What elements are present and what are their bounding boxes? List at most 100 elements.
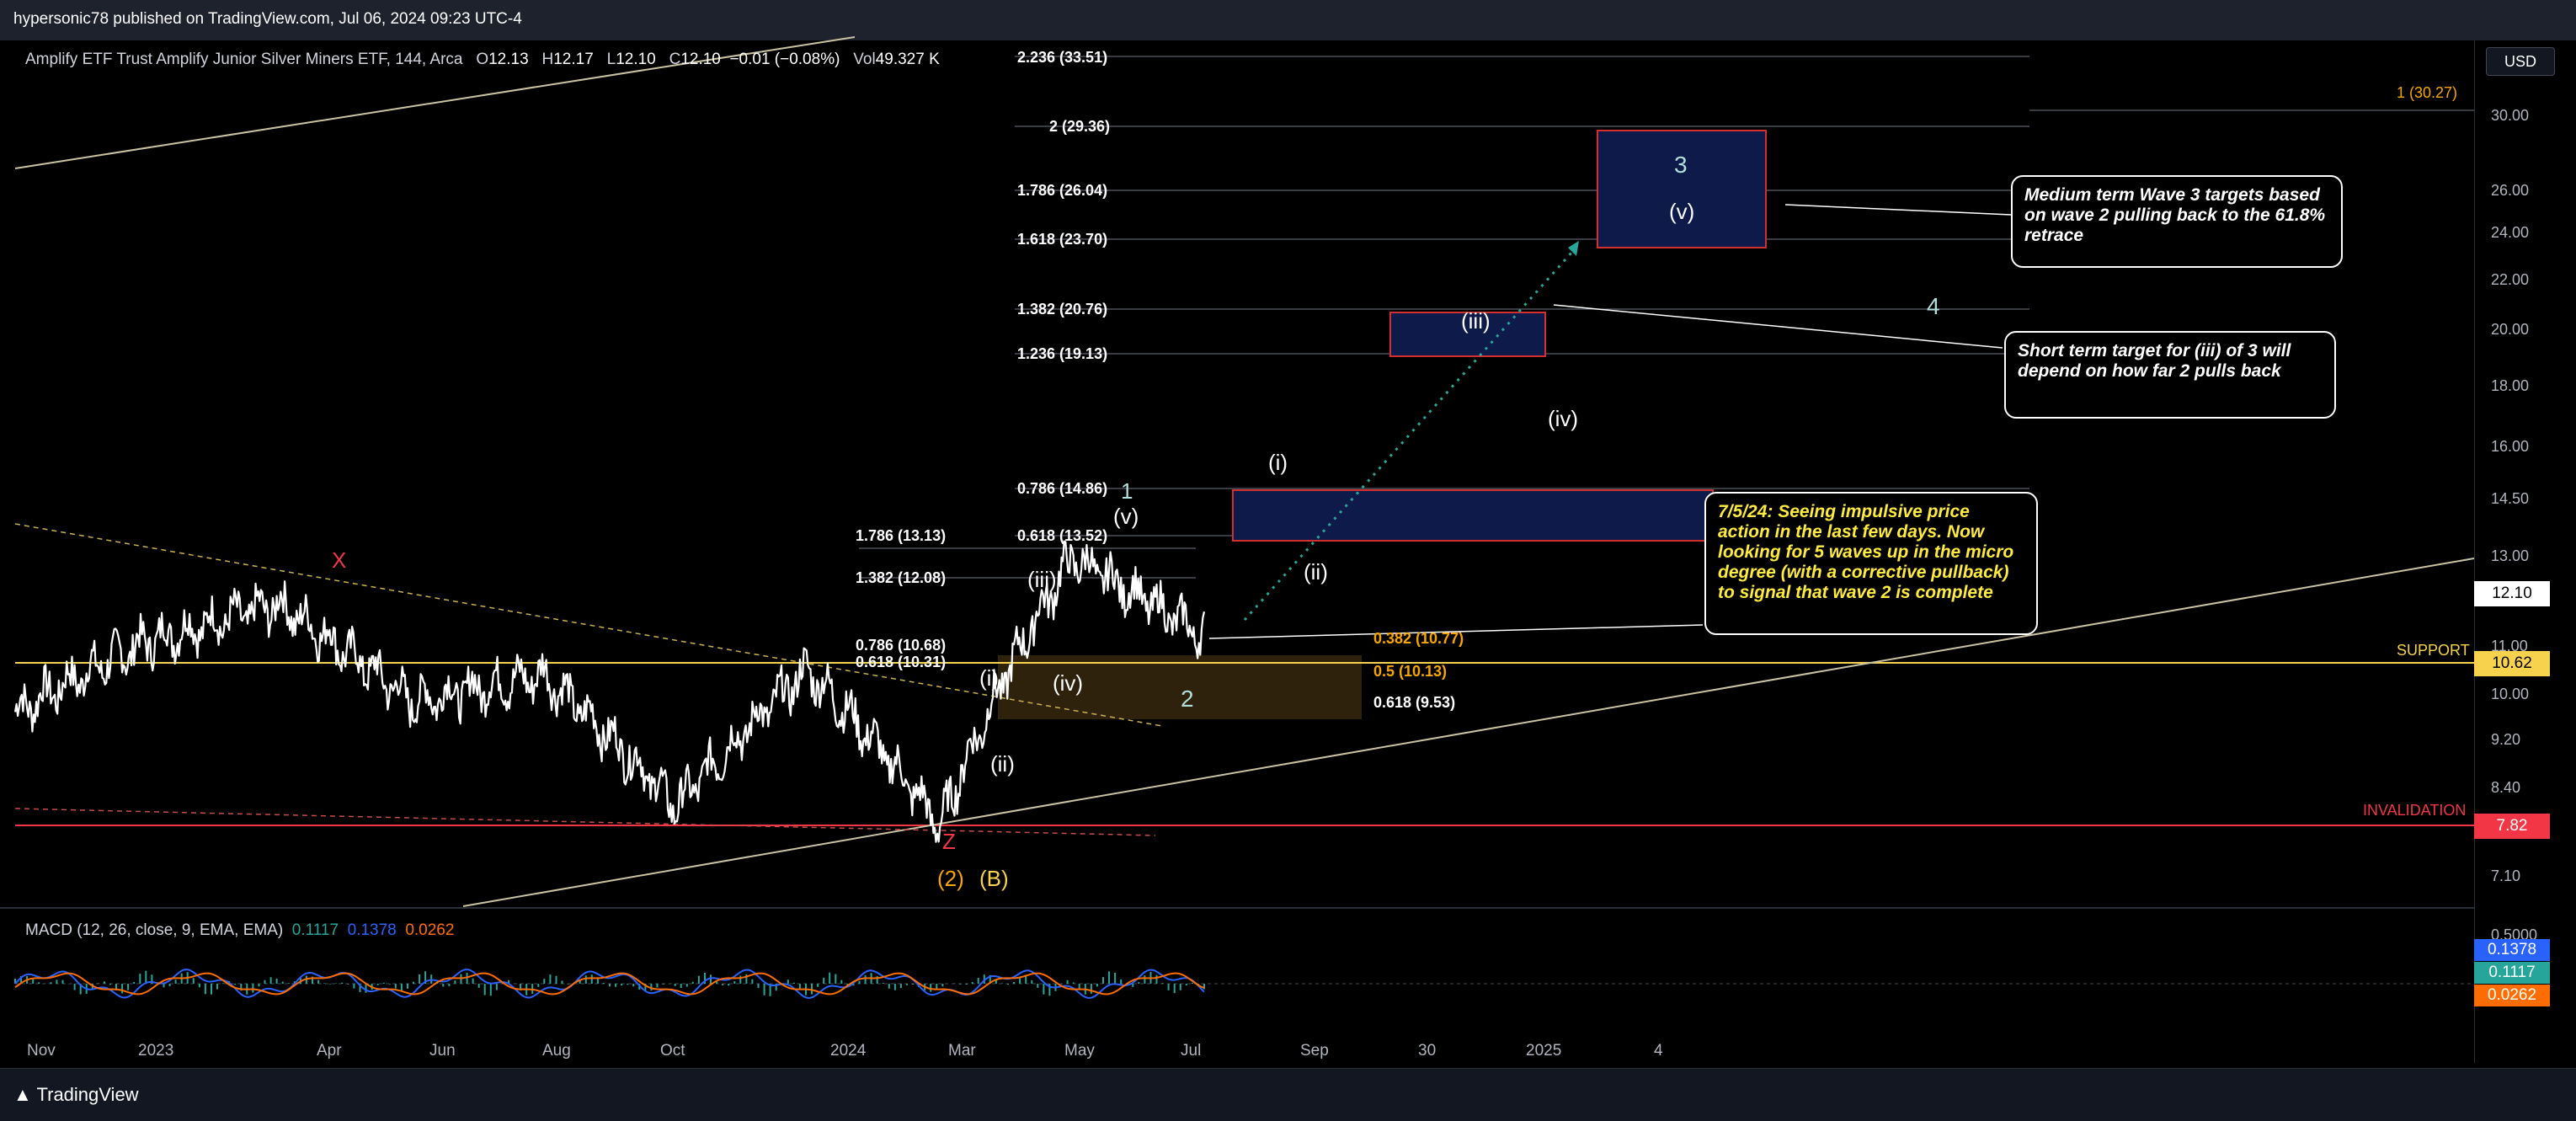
time-label: 4 xyxy=(1654,1042,1663,1060)
wave-label-iv: (iv) xyxy=(1053,670,1084,696)
time-label: Nov xyxy=(27,1042,56,1060)
projection-arrowhead xyxy=(1568,241,1579,256)
dashed-channel xyxy=(14,523,1163,727)
time-label: 30 xyxy=(1418,1042,1437,1060)
tradingview-brand: TradingView xyxy=(36,1084,139,1105)
volume-label: Vol xyxy=(853,51,876,68)
price-tick: 18.00 xyxy=(2491,377,2530,394)
time-label: Aug xyxy=(542,1042,571,1060)
target-zone-iii xyxy=(1389,312,1546,357)
macd-signal-line xyxy=(14,972,1205,996)
time-label: Apr xyxy=(317,1042,342,1060)
close-value: 12.10 xyxy=(680,51,721,68)
fib-label-0618: 0.618 (13.52) xyxy=(1017,527,1108,544)
time-label: 2023 xyxy=(138,1042,174,1060)
price-tick: 9.20 xyxy=(2491,731,2521,748)
time-label: Sep xyxy=(1300,1042,1329,1060)
price-tick: 26.00 xyxy=(2491,182,2530,199)
wave-label-4: 4 xyxy=(1927,293,1940,319)
price-tick: 14.50 xyxy=(2491,490,2530,507)
time-axis[interactable] xyxy=(0,1038,2474,1063)
proj-wave-ii: (ii) xyxy=(1304,559,1328,585)
fib-retrace-05: 0.5 (10.13) xyxy=(1373,663,1448,680)
target-zone-wave3 xyxy=(1597,130,1767,248)
callout-line-note xyxy=(1208,624,1704,639)
price-tick: 11.00 xyxy=(2491,638,2528,654)
fib-label-2: 2 (29.36) xyxy=(1049,118,1111,135)
wave-label-b-paren: (B) xyxy=(979,866,1009,891)
footer-bar: ▲ TradingView xyxy=(0,1068,2576,1121)
price-tick: 24.00 xyxy=(2491,224,2530,241)
upper-trendline xyxy=(14,36,856,169)
macd-legend: MACD (12, 26, close, 9, EMA, EMA) 0.1117… xyxy=(25,921,454,940)
callout-note-text: 7/5/24: Seeing impulsive price action in… xyxy=(1718,502,2014,602)
proj-wave-i: (i) xyxy=(1268,450,1288,475)
price-series-line xyxy=(13,540,1206,843)
callout-line-short xyxy=(1553,304,2003,349)
wave-label-i: (i) xyxy=(979,665,1000,691)
fib-label-1236: 1.236 (19.13) xyxy=(1017,345,1108,362)
retrace-zone xyxy=(998,655,1362,719)
price-tick: 30.00 xyxy=(2491,107,2530,124)
macd-hist-price: 0.0262 xyxy=(2474,985,2550,1006)
price-tick: 16.00 xyxy=(2491,438,2530,455)
wave-label-3: 3 xyxy=(1674,152,1688,178)
tradingview-logo-icon: ▲ xyxy=(13,1084,32,1105)
fib-label-1382: 1.382 (20.76) xyxy=(1017,301,1108,318)
fib-label-left-0618: 0.618 (10.31) xyxy=(856,654,947,670)
tradingview-logo[interactable]: ▲ TradingView xyxy=(13,1084,139,1106)
callout-medium-term[interactable]: Medium term Wave 3 targets based on wave… xyxy=(2011,175,2343,268)
hist-value: 0.0262 xyxy=(405,921,455,939)
price-tick: 7.10 xyxy=(2491,867,2521,884)
macd-value-price: 0.1117 xyxy=(2474,962,2550,984)
price-tick: 10.00 xyxy=(2491,686,2530,702)
published-text: hypersonic78 published on TradingView.co… xyxy=(13,10,522,28)
time-label: Oct xyxy=(660,1042,685,1060)
macd-histogram xyxy=(14,970,1205,996)
symbol-legend: Amplify ETF Trust Amplify Junior Silver … xyxy=(25,51,940,69)
time-label: Jun xyxy=(429,1042,456,1060)
proj-wave-iv: (iv) xyxy=(1548,406,1579,431)
low-label: L xyxy=(606,51,616,68)
time-label: May xyxy=(1064,1042,1095,1060)
projection-arrow xyxy=(1243,243,1581,621)
fib-label-left-1786: 1.786 (13.13) xyxy=(856,527,947,544)
price-tick: 8.40 xyxy=(2491,779,2521,796)
wave-label-z: Z xyxy=(942,829,956,854)
price-tick: 13.00 xyxy=(2491,547,2530,564)
macd-value: 0.1117 xyxy=(291,921,339,939)
proj-wave-v: (v) xyxy=(1669,199,1695,224)
open-label: O xyxy=(476,51,489,68)
symbol-name: Amplify ETF Trust Amplify Junior Silver … xyxy=(25,51,463,68)
wave-label-1: 1 xyxy=(1121,478,1133,504)
time-label: 2024 xyxy=(830,1042,867,1060)
fib-label-1786: 1.786 (26.04) xyxy=(1017,182,1108,199)
change-value: −0.01 (−0.08%) xyxy=(729,51,840,68)
callout-short-term[interactable]: Short term target for (iii) of 3 will de… xyxy=(2004,331,2336,419)
callout-analysis-note[interactable]: 7/5/24: Seeing impulsive price action in… xyxy=(1704,492,2038,635)
fib-label-1618: 1.618 (23.70) xyxy=(1017,231,1108,248)
macd-label: MACD (12, 26, close, 9, EMA, EMA) xyxy=(25,921,284,939)
fib-label-2236: 2.236 (33.51) xyxy=(1017,49,1108,66)
wave-label-v: (v) xyxy=(1113,504,1139,529)
fib-top-label: 1 (30.27) xyxy=(2397,84,2458,101)
last-price-label: 12.10 xyxy=(2474,581,2550,606)
signal-value: 0.1378 xyxy=(347,921,397,939)
fib-label-left-1382: 1.382 (12.08) xyxy=(856,569,947,586)
fib-retrace-0618: 0.618 (9.53) xyxy=(1373,694,1456,711)
time-label: Jul xyxy=(1181,1042,1202,1060)
close-label: C xyxy=(669,51,681,68)
callout-medium-text: Medium term Wave 3 targets based on wave… xyxy=(2024,185,2326,245)
support-label: SUPPORT xyxy=(2397,642,2470,659)
open-value: 12.13 xyxy=(488,51,529,68)
callout-short-text: Short term target for (iii) of 3 will de… xyxy=(2018,341,2291,381)
fib-label-left-0786: 0.786 (10.68) xyxy=(856,637,947,654)
price-tick: 20.00 xyxy=(2491,321,2530,338)
invalidation-label: INVALIDATION xyxy=(2363,802,2467,819)
currency-button[interactable]: USD xyxy=(2486,47,2555,76)
wave-label-2-paren: (2) xyxy=(937,866,964,891)
macd-signal-price: 0.1378 xyxy=(2474,939,2550,961)
price-scale[interactable] xyxy=(2474,40,2576,1063)
callout-line-medium xyxy=(1784,204,2012,216)
chart-canvas[interactable] xyxy=(0,0,2474,1063)
